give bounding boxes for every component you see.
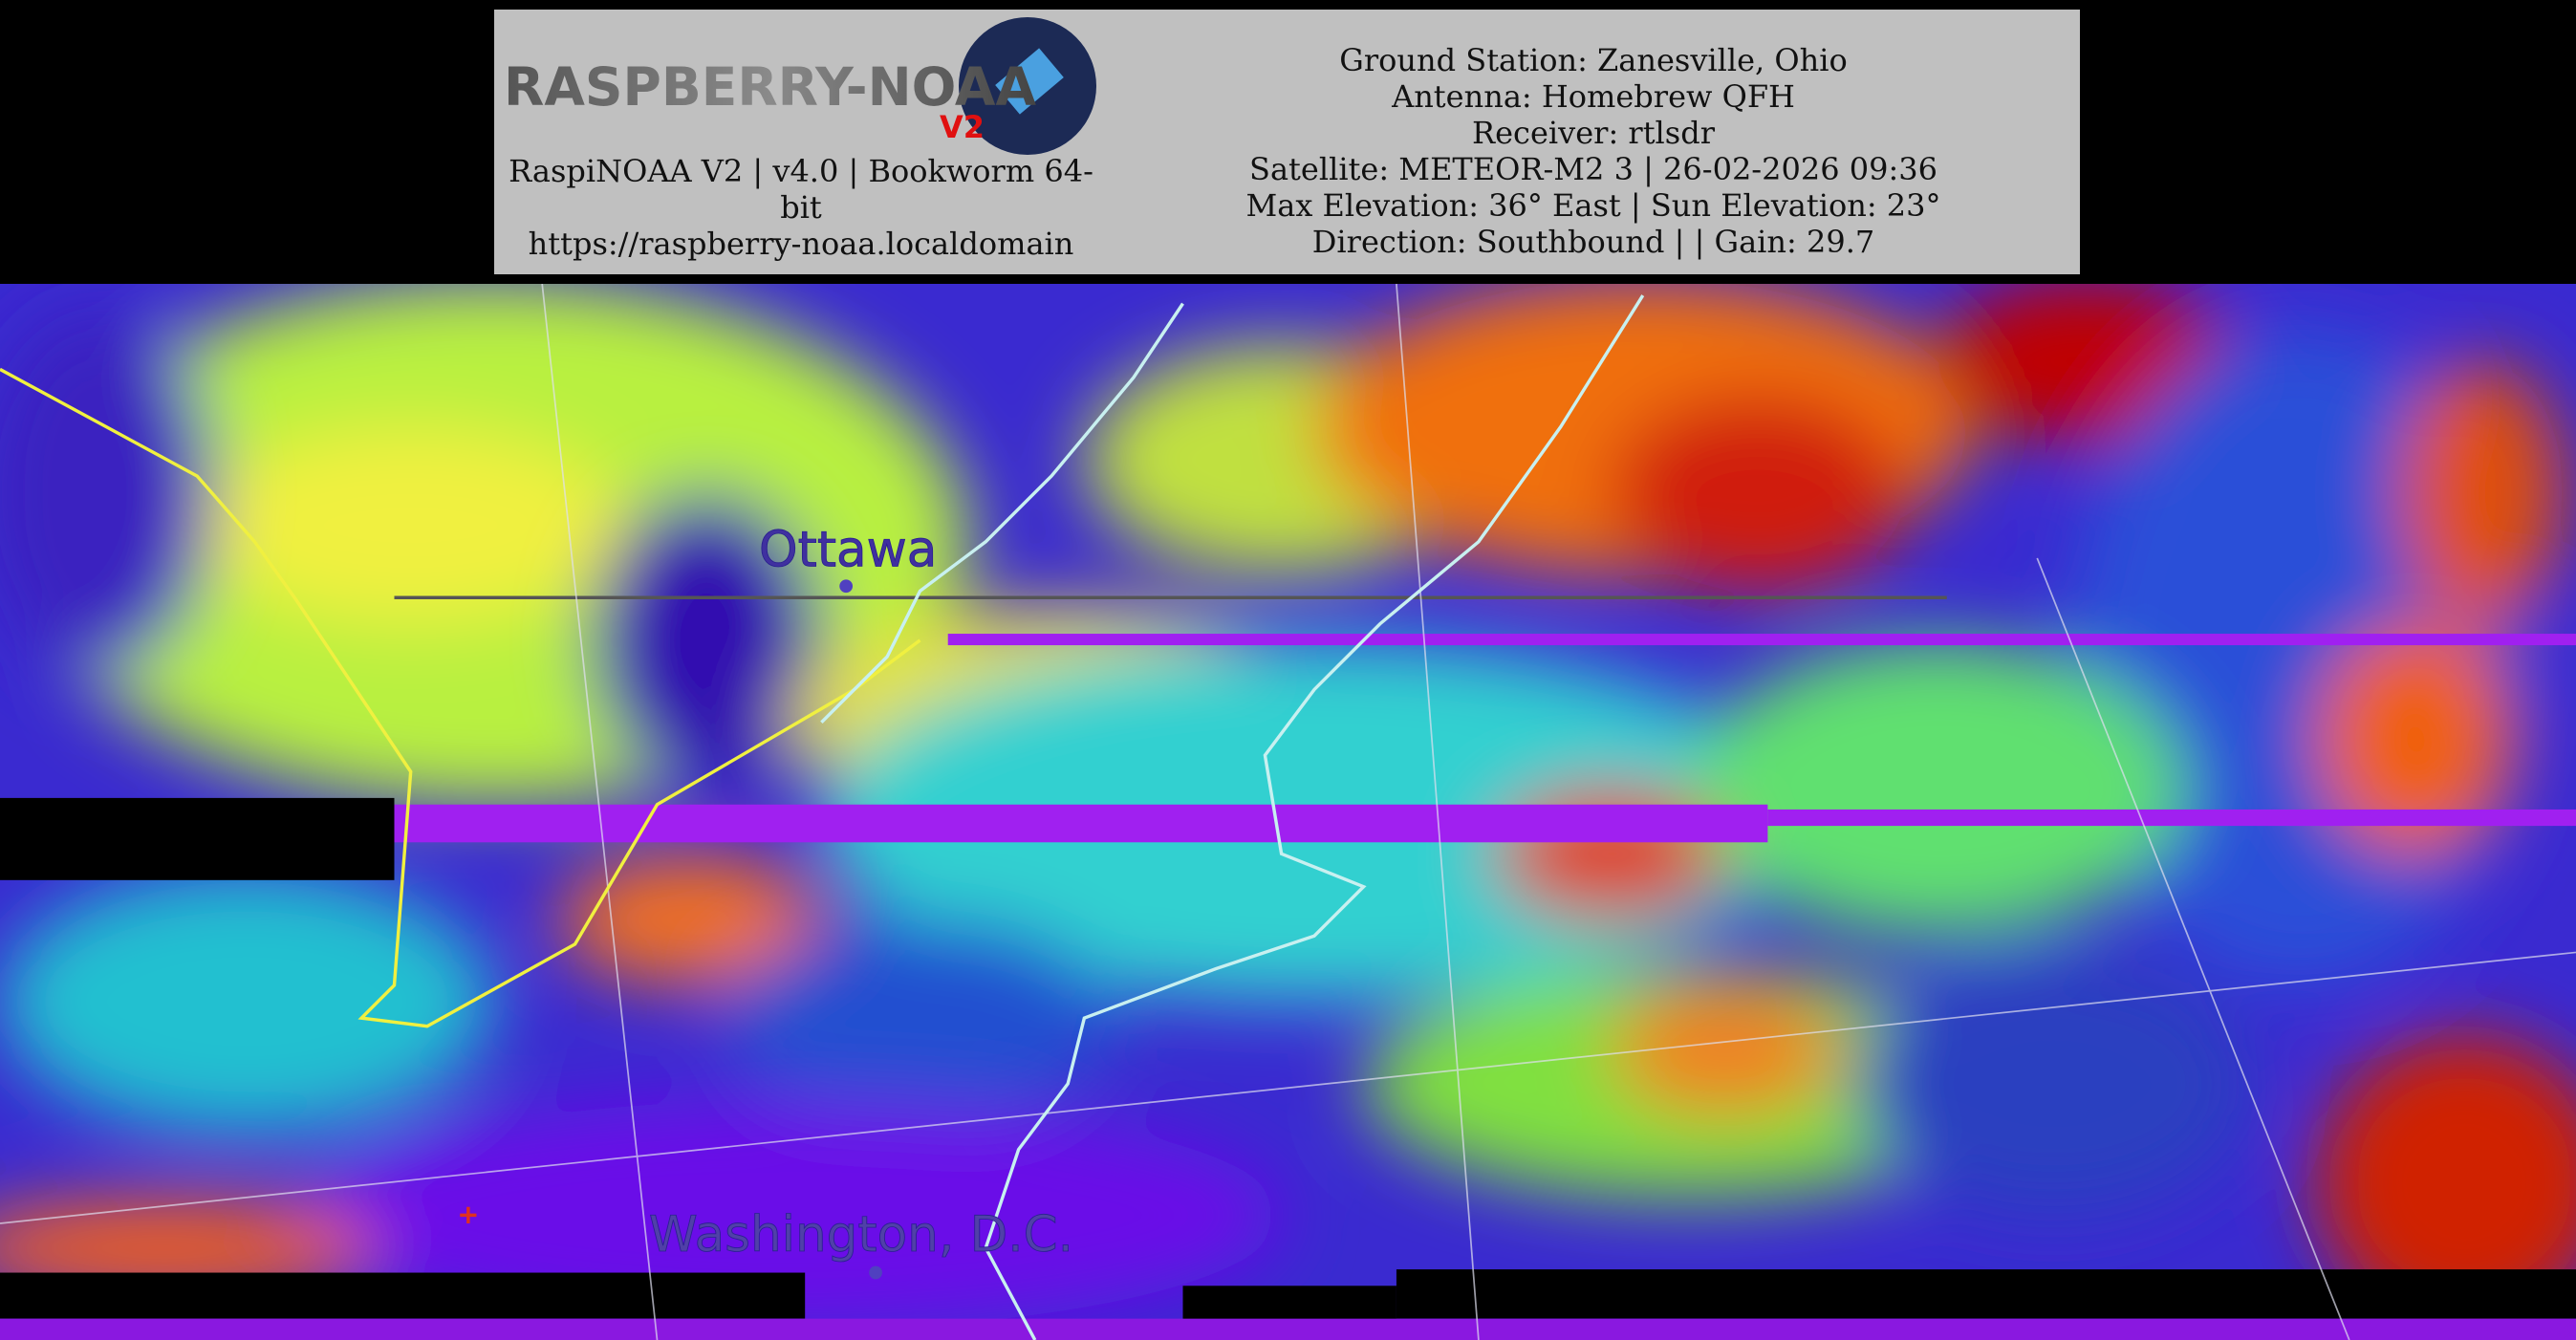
graticule xyxy=(0,284,2576,1340)
logo: RASPBERRY-NOAA V2 xyxy=(504,17,1096,155)
info-line: RaspiNOAA V2 | v4.0 | Bookworm 64-bit xyxy=(509,153,1093,226)
marker xyxy=(460,1206,477,1223)
city-dot xyxy=(839,579,854,594)
info-line: Antenna: Homebrew QFH xyxy=(1392,78,1795,115)
city-label: Washington, D.C. xyxy=(649,1206,1073,1264)
info-line: Direction: Southbound | | Gain: 29.7 xyxy=(1311,224,1875,260)
logo-satellite xyxy=(995,48,1064,115)
logo-text: RASPBERRY-NOAA xyxy=(504,56,1036,118)
coastline xyxy=(984,294,1645,1340)
info-line: Ground Station: Zanesville, Ohio xyxy=(1339,42,1848,78)
info-left: RaspiNOAA V2 | v4.0 | Bookworm 64-bit ht… xyxy=(495,153,1107,262)
info-line: https://raspberry-noaa.localdomain xyxy=(528,226,1074,262)
scan-gaps xyxy=(0,595,2576,1340)
info-line: Satellite: METEOR-M2 3 | 26-02-2026 09:3… xyxy=(1249,151,1937,187)
header: RASPBERRY-NOAA V2 RaspiNOAA V2 | v4.0 | … xyxy=(494,10,2080,274)
city-dot xyxy=(869,1265,882,1280)
info-right: Ground Station: Zanesville, Ohio Antenna:… xyxy=(1163,42,2024,260)
city-label: Ottawa xyxy=(759,522,937,579)
info-line: Max Elevation: 36° East | Sun Elevation:… xyxy=(1245,187,1941,224)
satellite-image: Ottawa Washington, D.C. xyxy=(0,284,2576,1340)
info-line: Receiver: rtlsdr xyxy=(1472,115,1715,151)
logo-badge: V2 xyxy=(940,109,985,145)
coastline xyxy=(820,302,1184,724)
border-line xyxy=(0,367,921,1028)
